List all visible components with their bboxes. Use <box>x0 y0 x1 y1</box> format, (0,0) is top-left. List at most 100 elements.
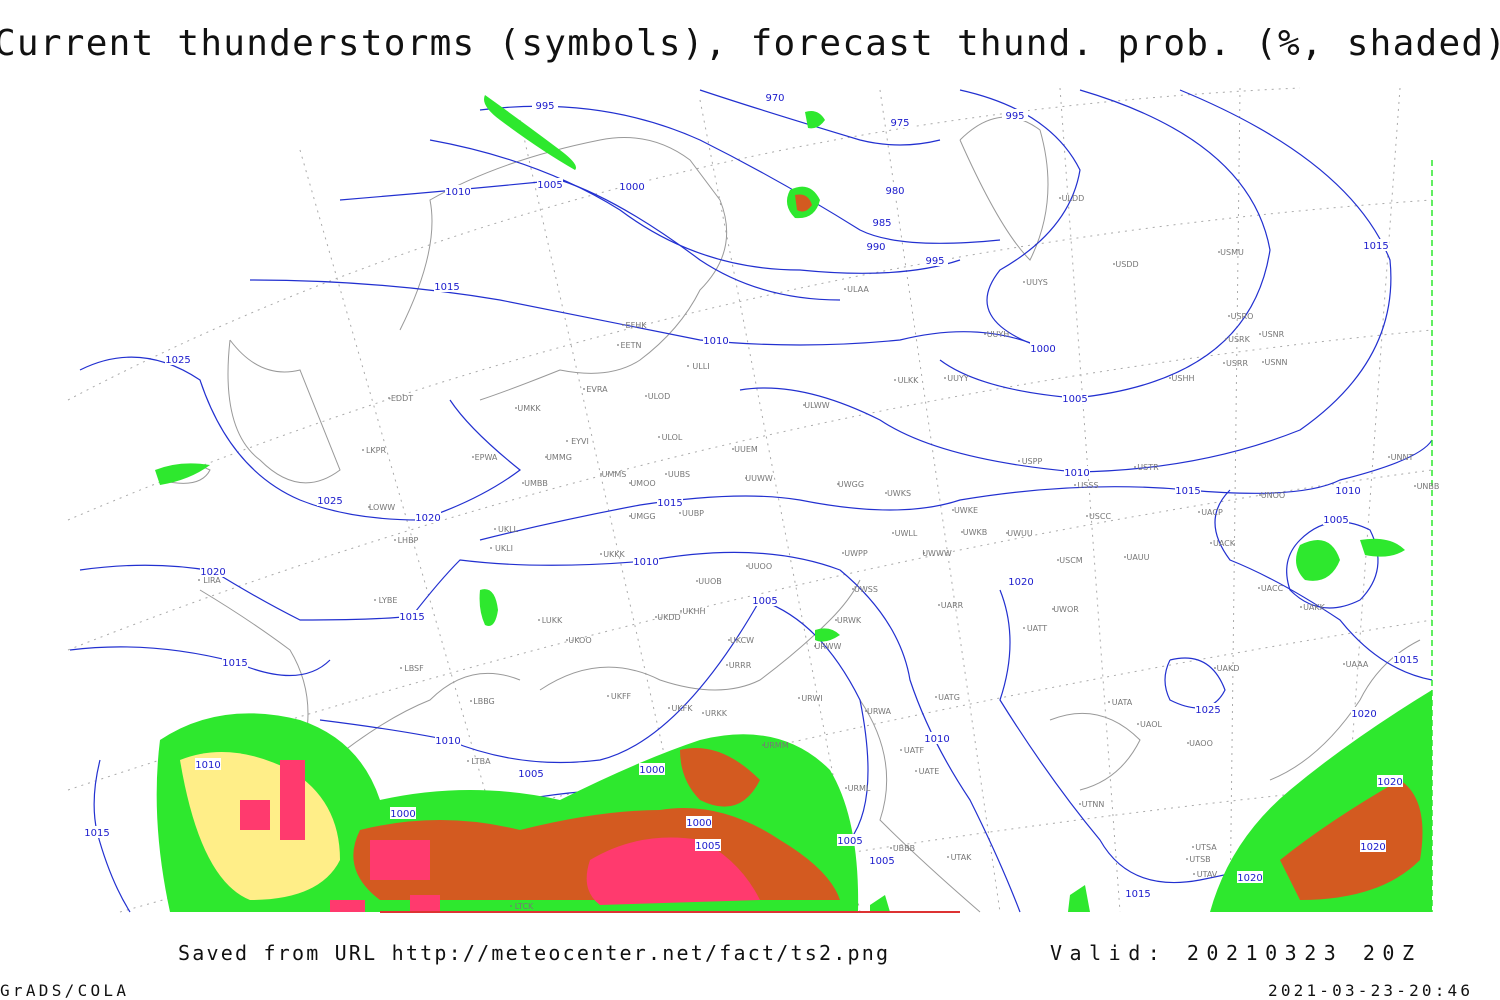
station-dot <box>566 639 568 641</box>
station-dot <box>885 492 887 494</box>
station-dot <box>1057 559 1059 561</box>
station-dot <box>952 509 954 511</box>
station-dot <box>1137 723 1139 725</box>
station-dot <box>1124 556 1126 558</box>
station-code: EETN <box>621 341 642 350</box>
isobar-label: 1005 <box>869 856 894 867</box>
isobar-label-bg <box>887 116 913 128</box>
isobar-label-bg <box>1237 871 1263 883</box>
station-code: USCM <box>1059 556 1083 565</box>
station-dot <box>837 483 839 485</box>
station-code: UKKK <box>603 550 625 559</box>
station-dot <box>1187 742 1189 744</box>
station-dot <box>1259 494 1261 496</box>
station-dot <box>915 770 917 772</box>
station-dot <box>522 482 524 484</box>
station-code: UACC <box>1261 584 1284 593</box>
station-dot <box>1198 511 1200 513</box>
station-dot <box>803 404 805 406</box>
isobar-label: 1020 <box>1377 777 1402 788</box>
thunderstorm-probability <box>155 95 1433 913</box>
isobar-label-bg <box>1351 707 1377 719</box>
station-dot <box>515 407 517 409</box>
isobar-label-bg <box>1062 392 1088 404</box>
station-dot <box>1193 873 1195 875</box>
station-dot <box>1228 315 1230 317</box>
isobar-label-bg <box>317 494 343 506</box>
isobar-label: 1005 <box>837 836 862 847</box>
isobar-label: 1010 <box>445 187 470 198</box>
isobar-label: 1020 <box>1237 873 1262 884</box>
station-code: EYVI <box>571 437 589 446</box>
station-dot <box>617 344 619 346</box>
isobar-label-bg <box>445 185 471 197</box>
station-code: URMM <box>763 741 788 750</box>
station-dot <box>728 639 730 641</box>
station-code: UKLL <box>498 525 519 534</box>
station-code: UUYS <box>1026 278 1048 287</box>
station-dot <box>1018 460 1020 462</box>
isobar-label: 1000 <box>639 765 664 776</box>
isobar-label: 1000 <box>686 818 711 829</box>
station-dot <box>842 552 844 554</box>
isobar-label-bg <box>703 334 729 346</box>
station-code: UUYY <box>947 374 969 383</box>
station-code: USPP <box>1022 457 1043 466</box>
station-dot <box>1079 803 1081 805</box>
station-code: UATF <box>904 746 925 755</box>
station-dot <box>622 324 624 326</box>
station-code: UUYH <box>987 330 1010 339</box>
station-code: USHH <box>1172 374 1195 383</box>
station-dot <box>679 512 681 514</box>
station-code: URWA <box>867 707 892 716</box>
isobar-label-bg <box>1377 775 1403 787</box>
station-dot <box>1262 361 1264 363</box>
station-dot <box>1074 484 1076 486</box>
isobar-label: 1015 <box>434 282 459 293</box>
station-code: UAAA <box>1346 660 1369 669</box>
station-code: UKDD <box>657 613 680 622</box>
station-code: UKLI <box>495 544 513 553</box>
station-dot <box>844 288 846 290</box>
station-code: UMMG <box>546 453 572 462</box>
station-dot <box>732 448 734 450</box>
station-dot <box>198 579 200 581</box>
station-code: UNNT <box>1391 453 1414 462</box>
station-code: USMU <box>1220 248 1244 257</box>
station-dot <box>629 515 631 517</box>
station-code: ULDD <box>1062 194 1085 203</box>
station-dot <box>583 388 585 390</box>
isobar-label: 1010 <box>1064 468 1089 479</box>
station-code: UWKB <box>963 528 988 537</box>
station-code: EVRA <box>586 385 608 394</box>
station-dot <box>890 847 892 849</box>
station-code: USCC <box>1089 512 1112 521</box>
station-dot <box>490 547 492 549</box>
station-dot <box>368 506 370 508</box>
station-code: EFHK <box>626 321 648 330</box>
station-dot <box>394 539 396 541</box>
isobar-label-bg <box>633 555 659 567</box>
station-code: UARR <box>941 601 964 610</box>
isobar-label: 1015 <box>1175 486 1200 497</box>
station-dot <box>655 616 657 618</box>
station-code: USNN <box>1265 358 1288 367</box>
station-code: UAUU <box>1126 553 1149 562</box>
station-code: UKHH <box>682 607 705 616</box>
isobar-label: 1005 <box>695 841 720 852</box>
station-dot <box>668 707 670 709</box>
station-code: UWWW <box>922 549 952 558</box>
station-dot <box>1210 542 1212 544</box>
station-code: UMBB <box>524 479 548 488</box>
station-code: URML <box>848 784 871 793</box>
isobar-label-bg <box>869 854 895 866</box>
station-code: LBSF <box>404 664 424 673</box>
station-dot <box>680 610 682 612</box>
station-dot <box>1023 627 1025 629</box>
station-code: URWK <box>837 616 862 625</box>
isobar-label-bg <box>434 280 460 292</box>
station-dot <box>938 604 940 606</box>
station-dot <box>658 436 660 438</box>
isobar-label: 1015 <box>1393 655 1418 666</box>
